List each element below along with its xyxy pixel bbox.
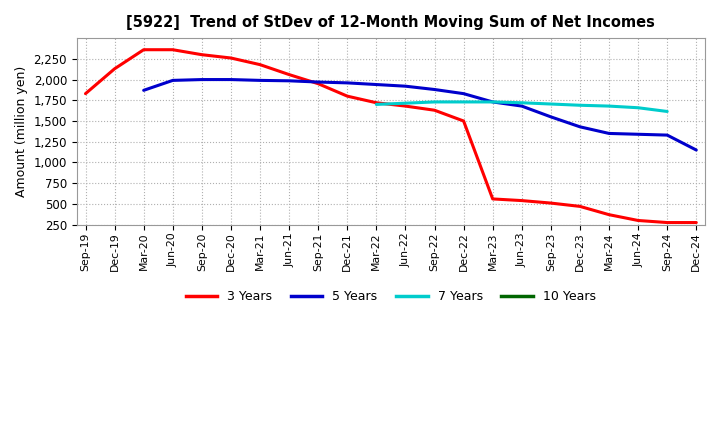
3 Years (197, 52, 206, 57)
3 Years (256, 62, 264, 67)
3 Years (546, 201, 555, 206)
7 Years (634, 105, 642, 110)
7 Years (518, 100, 526, 106)
3 Years (285, 72, 294, 77)
7 Years (605, 103, 613, 109)
3 Years (110, 66, 119, 71)
3 Years (430, 108, 438, 113)
5 Years (168, 78, 177, 83)
3 Years (401, 103, 410, 109)
Line: 7 Years: 7 Years (377, 102, 667, 111)
5 Years (343, 80, 351, 85)
3 Years (488, 196, 497, 202)
5 Years (605, 131, 613, 136)
3 Years (81, 91, 90, 96)
5 Years (227, 77, 235, 82)
5 Years (256, 78, 264, 83)
3 Years (314, 81, 323, 86)
5 Years (430, 87, 438, 92)
5 Years (546, 114, 555, 120)
3 Years (605, 212, 613, 217)
5 Years (575, 124, 584, 129)
3 Years (343, 93, 351, 99)
3 Years (168, 47, 177, 52)
7 Years (430, 99, 438, 105)
7 Years (575, 103, 584, 108)
Title: [5922]  Trend of StDev of 12-Month Moving Sum of Net Incomes: [5922] Trend of StDev of 12-Month Moving… (127, 15, 655, 30)
3 Years (227, 55, 235, 61)
3 Years (140, 47, 148, 52)
7 Years (459, 99, 468, 105)
5 Years (401, 84, 410, 89)
5 Years (285, 78, 294, 84)
5 Years (488, 99, 497, 105)
3 Years (663, 220, 672, 225)
3 Years (575, 204, 584, 209)
7 Years (663, 109, 672, 114)
5 Years (634, 132, 642, 137)
5 Years (518, 103, 526, 109)
5 Years (459, 91, 468, 96)
Legend: 3 Years, 5 Years, 7 Years, 10 Years: 3 Years, 5 Years, 7 Years, 10 Years (181, 285, 600, 308)
7 Years (372, 102, 381, 107)
3 Years (372, 100, 381, 106)
Line: 3 Years: 3 Years (86, 50, 696, 223)
3 Years (634, 218, 642, 223)
5 Years (372, 82, 381, 87)
Y-axis label: Amount (million yen): Amount (million yen) (15, 66, 28, 197)
5 Years (692, 147, 701, 153)
5 Years (140, 88, 148, 93)
3 Years (692, 220, 701, 225)
7 Years (546, 101, 555, 106)
5 Years (314, 79, 323, 84)
Line: 5 Years: 5 Years (144, 80, 696, 150)
3 Years (459, 118, 468, 124)
5 Years (663, 132, 672, 138)
5 Years (197, 77, 206, 82)
3 Years (518, 198, 526, 203)
7 Years (401, 101, 410, 106)
7 Years (488, 99, 497, 105)
